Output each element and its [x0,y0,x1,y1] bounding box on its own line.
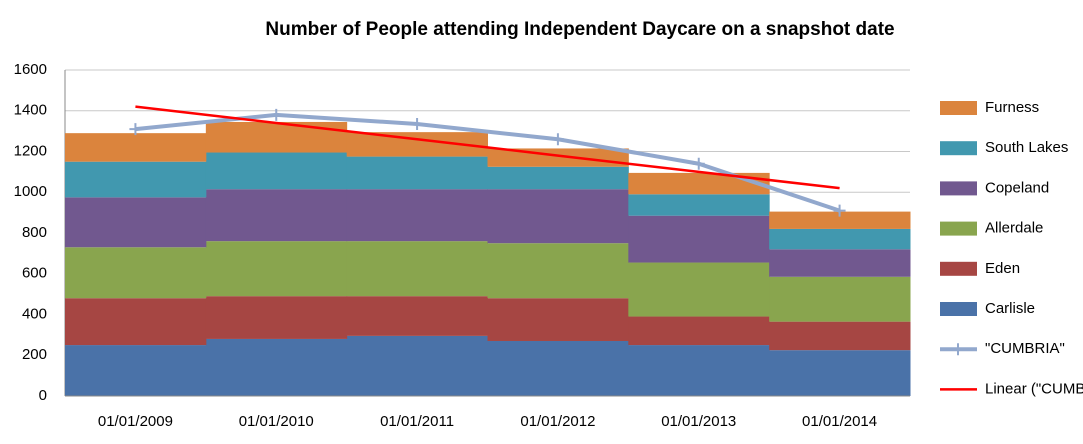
legend-swatch [940,302,977,316]
bar-segment [346,241,488,297]
legend-label: Furness [985,99,1039,116]
bar-segment [769,249,911,277]
bar-segment [487,298,629,341]
line [135,105,840,190]
chart-title: Number of People attending Independent D… [265,19,894,40]
bar-segment [487,243,629,299]
legend-label: Linear ("CUMBRIA") [985,380,1083,397]
marker [833,204,846,217]
y-tick-label: 400 [22,305,47,322]
bar-segment [628,345,770,396]
marker [270,108,283,121]
marker [692,157,705,170]
bar-segment [487,166,629,190]
bar-segment [628,194,770,216]
bar-segment [205,338,348,396]
legend-swatch [940,261,977,276]
y-tick-label: 0 [39,387,47,404]
bar-segment [65,133,207,162]
legend-swatch [940,181,977,196]
y-tick-label: 800 [22,224,47,241]
bar-segment [205,241,348,297]
x-tick-label: 01/01/2014 [802,413,877,430]
bar-segment [65,161,207,198]
legend-label: Copeland [985,179,1049,196]
bar-segment [205,189,348,242]
bar-segment [628,262,770,317]
bar-segment [65,197,207,248]
bar-segment [487,189,629,244]
y-tick-label: 200 [22,346,47,363]
bar-segment [346,156,488,190]
bar-segment [628,316,770,346]
bar-segment [628,215,770,263]
legend-label: Allerdale [985,220,1043,237]
legend-label: Eden [985,260,1020,277]
legend-swatch [940,101,977,115]
x-tick-label: 01/01/2013 [661,413,736,430]
legend-marker [952,343,964,356]
x-tick-label: 01/01/2010 [239,413,314,430]
y-tick-label: 600 [22,265,47,282]
bar-segment [769,321,911,351]
line [135,112,841,213]
bar-segment [346,296,488,336]
bar-segment [769,276,911,322]
y-tick-label: 1000 [14,183,47,200]
bar-segment [65,298,207,346]
bar-segment [346,335,488,396]
bar-segment [628,172,770,195]
bar-segment [205,152,348,190]
marker [551,133,564,146]
legend-label: "CUMBRIA" [985,340,1065,357]
x-tick-label: 01/01/2012 [520,413,595,430]
legend-swatch [940,221,977,236]
legend-label: Carlisle [985,300,1035,317]
bar-segment [346,189,488,242]
bar-segment [769,211,911,229]
bar-segment [487,340,629,396]
x-tick-label: 01/01/2011 [380,413,454,430]
marker [129,123,142,136]
bar-segment [65,345,207,396]
bar-segment [205,121,348,153]
x-tick-label: 01/01/2009 [98,413,173,430]
y-tick-label: 1400 [14,102,47,119]
marker [411,117,424,130]
bar-segment [487,148,629,167]
legend-label: South Lakes [985,139,1068,156]
legend-swatch [940,141,977,156]
bar-segment [205,296,348,339]
y-tick-label: 1600 [14,61,47,78]
y-tick-label: 1200 [14,142,47,159]
bar-segment [769,228,911,250]
bar-segment [65,247,207,299]
bar-segment [769,350,911,396]
